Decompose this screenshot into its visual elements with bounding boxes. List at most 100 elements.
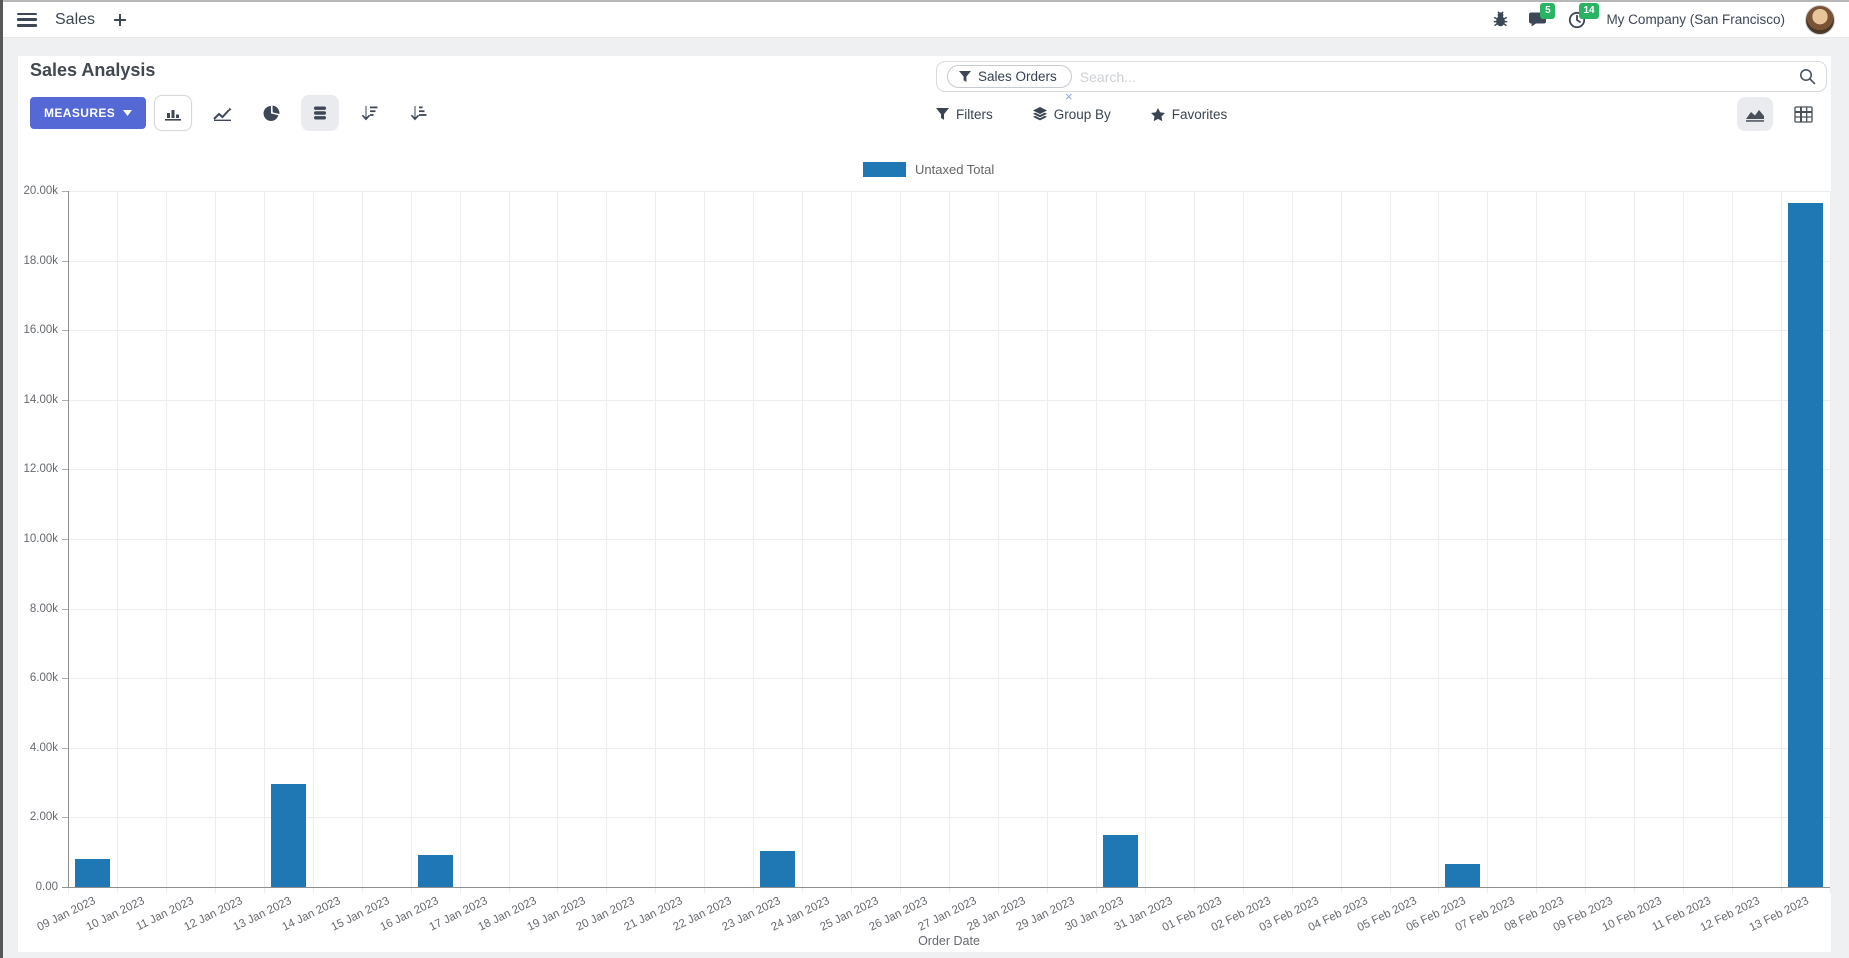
y-tick-label: 12.00k (23, 463, 58, 476)
x-gridline (557, 191, 559, 893)
x-gridline (655, 191, 657, 893)
filters-menu-button[interactable]: Filters (936, 107, 993, 122)
content-card: Sales Analysis MEASURES Sales Orders (18, 56, 1831, 952)
x-gridline (1291, 191, 1293, 893)
x-gridline (214, 191, 216, 893)
y-tick-label: 10.00k (23, 533, 58, 545)
search-options-row: Filters Group By Favorites (936, 100, 1227, 128)
bar-06-feb-2023[interactable] (1445, 864, 1481, 887)
y-tick-mark (62, 817, 68, 819)
bar-23-jan-2023[interactable] (760, 850, 796, 887)
x-gridline (1340, 191, 1342, 893)
x-gridline (802, 191, 804, 893)
y-tick-label: 0.00 (35, 881, 58, 893)
favorites-label: Favorites (1171, 106, 1228, 122)
x-gridline (1683, 191, 1685, 893)
y-tick-label: 20.00k (23, 185, 58, 197)
pie-chart-button[interactable] (252, 95, 290, 131)
bar-13-jan-2023[interactable] (270, 784, 306, 887)
y-tick-label: 6.00k (29, 672, 58, 685)
search-icon[interactable] (1799, 68, 1816, 85)
activities-clock-icon[interactable]: 14 (1568, 2, 1599, 29)
sort-descending-button[interactable] (350, 95, 388, 131)
pivot-view-button[interactable] (1785, 97, 1821, 131)
x-gridline (1536, 191, 1538, 893)
x-gridline (361, 191, 363, 893)
x-gridline (900, 191, 902, 893)
bar-30-jan-2023[interactable] (1102, 835, 1138, 887)
legend-label: Untaxed Total (915, 162, 995, 177)
x-gridline (1438, 191, 1440, 893)
bar-16-jan-2023[interactable] (417, 854, 453, 887)
remove-facet-icon[interactable]: × (1065, 89, 1073, 104)
debug-bug-icon[interactable] (1492, 11, 1509, 28)
top-navbar: Sales 5 14 My Company (San Francisco) (3, 2, 1849, 38)
user-avatar[interactable] (1805, 4, 1835, 35)
y-axis-line (68, 191, 69, 887)
x-gridline (1242, 191, 1244, 893)
layers-icon (1032, 107, 1047, 121)
x-gridline (1634, 191, 1636, 893)
x-axis-line (62, 887, 1830, 888)
bar-09-jan-2023[interactable] (74, 858, 110, 887)
measures-label: MEASURES (44, 106, 116, 120)
favorites-menu-button[interactable]: Favorites (1150, 106, 1228, 122)
facet-label: Sales Orders (978, 69, 1057, 84)
search-facet-sales-orders[interactable]: Sales Orders (947, 65, 1072, 88)
y-tick-label: 18.00k (23, 254, 58, 267)
y-tick-mark (62, 608, 68, 610)
app-name[interactable]: Sales (55, 10, 96, 28)
plus-icon[interactable] (113, 13, 127, 27)
x-gridline (1389, 191, 1391, 893)
x-gridline (312, 191, 314, 893)
y-tick-label: 8.00k (29, 602, 58, 615)
x-gridline (851, 191, 853, 893)
graph-view-button[interactable] (1737, 97, 1773, 131)
y-tick-label: 4.00k (29, 741, 58, 754)
bar-chart-button[interactable] (154, 95, 192, 131)
y-tick-label: 16.00k (23, 324, 58, 337)
messages-icon[interactable]: 5 (1529, 3, 1556, 28)
line-chart-button[interactable] (203, 95, 241, 131)
measures-button[interactable]: MEASURES (30, 97, 147, 129)
star-icon (1150, 107, 1165, 121)
view-switcher (1737, 97, 1821, 131)
x-gridline (606, 191, 608, 893)
x-gridline (1732, 191, 1734, 893)
x-gridline (1487, 191, 1489, 893)
plot-area: 0.00 2.00k 4.00k 6.00k 8.00k 10.00k 12.00k 14.0… (23, 185, 1831, 934)
y-tick-mark (62, 539, 68, 540)
messages-badge: 5 (1540, 3, 1556, 19)
x-gridline (1046, 191, 1048, 893)
sort-ascending-button[interactable] (399, 95, 437, 131)
y-tick-label: 2.00k (29, 811, 58, 824)
group-by-label: Group By (1053, 106, 1111, 122)
y-tick-mark (62, 260, 68, 262)
chart-legend[interactable]: Untaxed Total (863, 162, 994, 177)
filter-funnel-icon (936, 107, 949, 120)
y-tick-label: 14.00k (23, 393, 58, 406)
x-axis-title: Order Date (918, 934, 980, 948)
bar-13-feb-2023[interactable] (1788, 203, 1824, 887)
company-switcher[interactable]: My Company (San Francisco) (1606, 12, 1785, 27)
search-bar[interactable]: Sales Orders × (936, 61, 1827, 103)
x-gridline (753, 191, 755, 893)
search-input[interactable] (1079, 68, 1799, 85)
x-gridline (165, 191, 167, 893)
y-tick-mark (62, 469, 68, 471)
apps-menu-icon[interactable] (17, 12, 37, 27)
window-left-border (0, 0, 3, 958)
x-gridline (263, 191, 265, 893)
stacked-toggle-button[interactable] (301, 95, 339, 131)
x-gridline (459, 191, 461, 893)
filter-funnel-icon (959, 70, 971, 82)
x-gridline (949, 191, 950, 893)
x-gridline (1585, 191, 1587, 893)
chart-type-toolbar (154, 95, 437, 131)
y-tick-mark (62, 330, 68, 332)
group-by-menu-button[interactable]: Group By (1032, 106, 1111, 122)
x-gridline (508, 191, 510, 893)
y-tick-mark (62, 747, 68, 749)
chevron-down-icon (123, 110, 133, 116)
y-tick-mark (62, 678, 68, 680)
